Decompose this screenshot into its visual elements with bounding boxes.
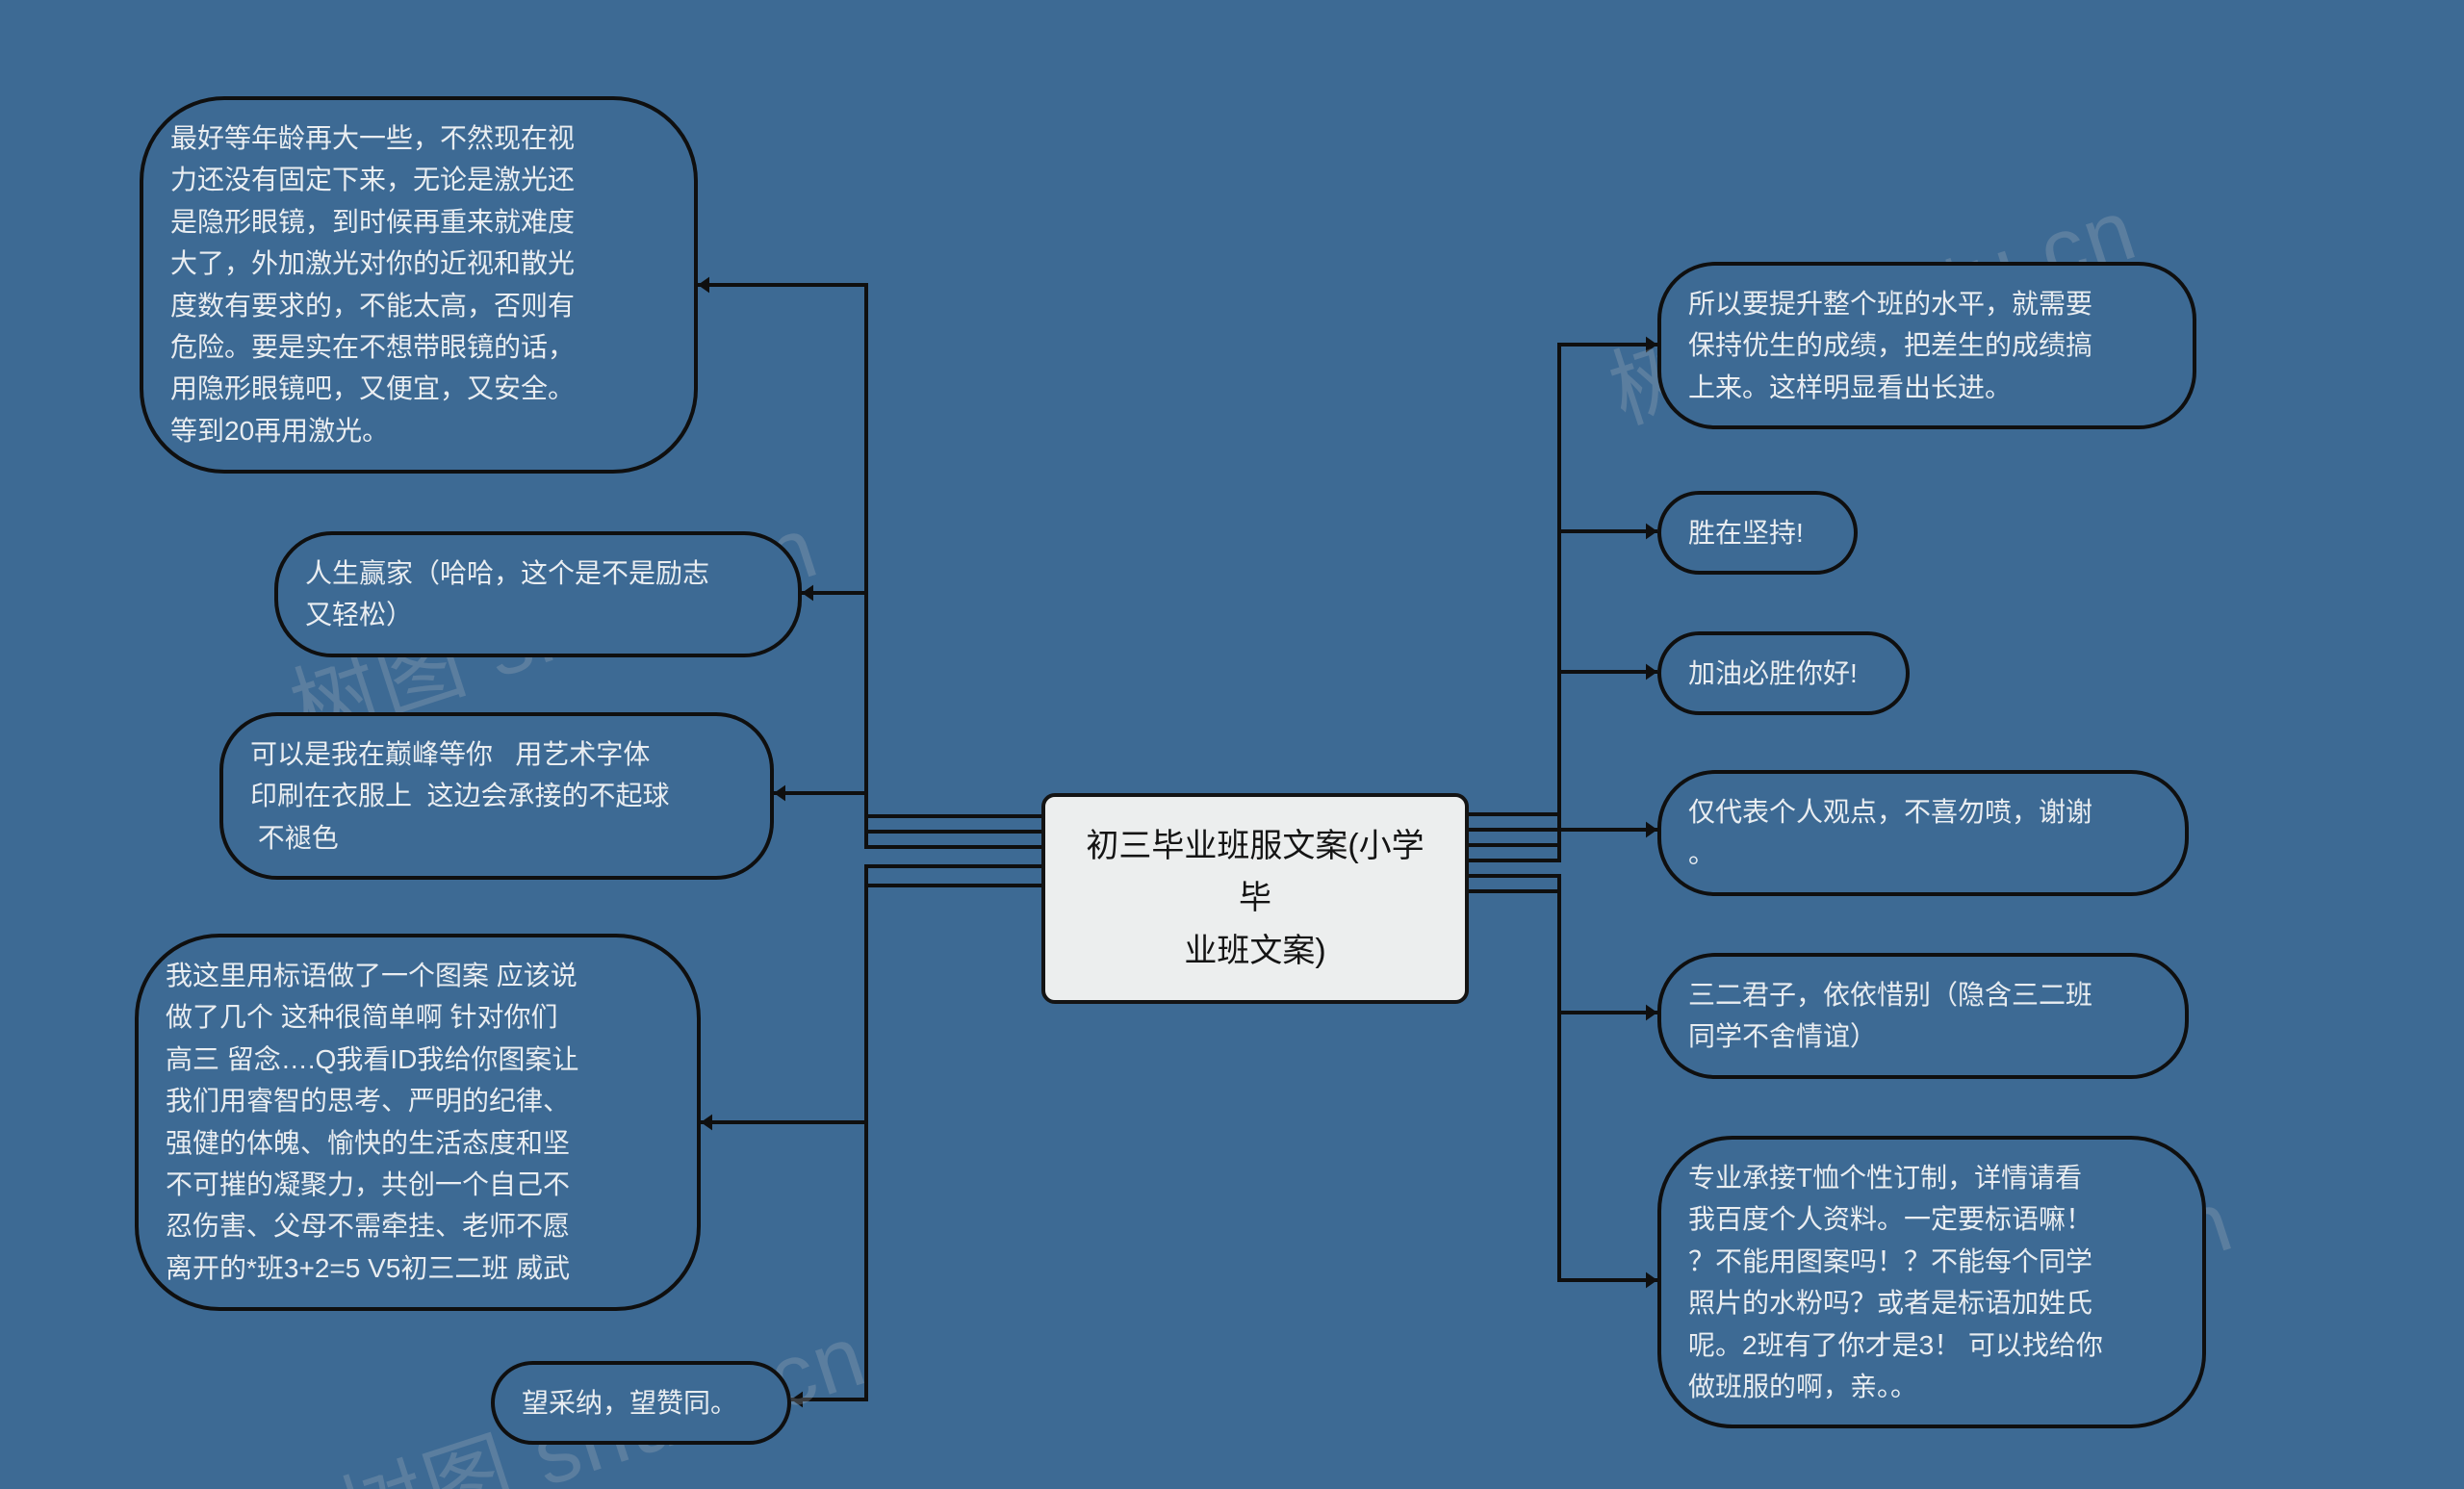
left-node-1[interactable]: 最好等年龄再大一些，不然现在视 力还没有固定下来，无论是激光还 是隐形眼镜，到时… <box>140 96 698 474</box>
right-node-6[interactable]: 专业承接T恤个性订制，详情请看 我百度个人资料。一定要标语嘛！ ？不能用图案吗！… <box>1657 1136 2206 1428</box>
left-node-5[interactable]: 望采纳，望赞同。 <box>491 1361 791 1445</box>
right-node-5[interactable]: 三二君子，依依惜别（隐含三二班 同学不舍情谊） <box>1657 953 2189 1079</box>
left-node-3[interactable]: 可以是我在巅峰等你 用艺术字体 印刷在衣服上 这边会承接的不起球 不褪色 <box>219 712 774 880</box>
right-node-1[interactable]: 所以要提升整个班的水平，就需要 保持优生的成绩，把差生的成绩搞 上来。这样明显看… <box>1657 262 2196 429</box>
right-node-3[interactable]: 加油必胜你好! <box>1657 631 1910 715</box>
right-node-2[interactable]: 胜在坚持! <box>1657 491 1858 575</box>
left-node-2[interactable]: 人生赢家（哈哈，这个是不是励志 又轻松） <box>274 531 802 657</box>
left-node-4[interactable]: 我这里用标语做了一个图案 应该说 做了几个 这种很简单啊 针对你们 高三 留念…… <box>135 934 701 1311</box>
right-node-4[interactable]: 仅代表个人观点，不喜勿喷，谢谢 。 <box>1657 770 2189 896</box>
central-node[interactable]: 初三毕业班服文案(小学毕 业班文案) <box>1041 793 1469 1004</box>
